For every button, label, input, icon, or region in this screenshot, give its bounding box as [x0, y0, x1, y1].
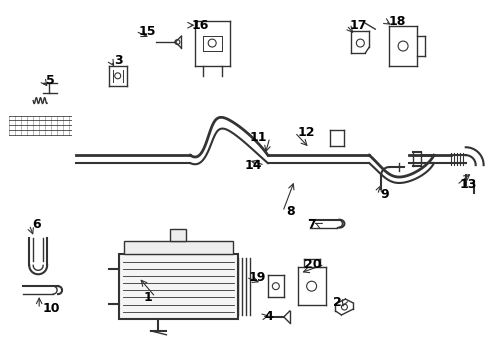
Text: 18: 18	[387, 15, 405, 28]
Text: 20: 20	[304, 258, 321, 271]
Bar	[170, 229, 186, 240]
Text: 14: 14	[244, 159, 262, 172]
Text: 7: 7	[306, 218, 315, 231]
Text: 8: 8	[285, 205, 294, 218]
Text: 6: 6	[32, 218, 41, 231]
Circle shape	[272, 283, 279, 290]
Text: 1: 1	[143, 291, 152, 303]
Bar	[119, 255, 238, 319]
Text: 3: 3	[114, 54, 122, 67]
Text: 19: 19	[248, 271, 266, 284]
Text: 12: 12	[297, 126, 315, 139]
Circle shape	[115, 73, 121, 79]
Text: 2: 2	[332, 296, 341, 309]
Circle shape	[341, 304, 346, 310]
Circle shape	[208, 39, 216, 47]
Text: 17: 17	[349, 19, 366, 32]
Circle shape	[356, 39, 364, 47]
Circle shape	[175, 40, 180, 45]
Text: 5: 5	[46, 74, 55, 87]
Text: 4: 4	[264, 310, 273, 323]
Text: 9: 9	[380, 188, 388, 201]
Circle shape	[306, 281, 316, 291]
Bar	[123, 240, 233, 255]
Circle shape	[397, 41, 407, 51]
Text: 11: 11	[249, 131, 266, 144]
Text: 16: 16	[191, 19, 208, 32]
Text: 15: 15	[138, 24, 156, 38]
Text: 13: 13	[459, 179, 476, 192]
Text: 10: 10	[42, 302, 60, 315]
